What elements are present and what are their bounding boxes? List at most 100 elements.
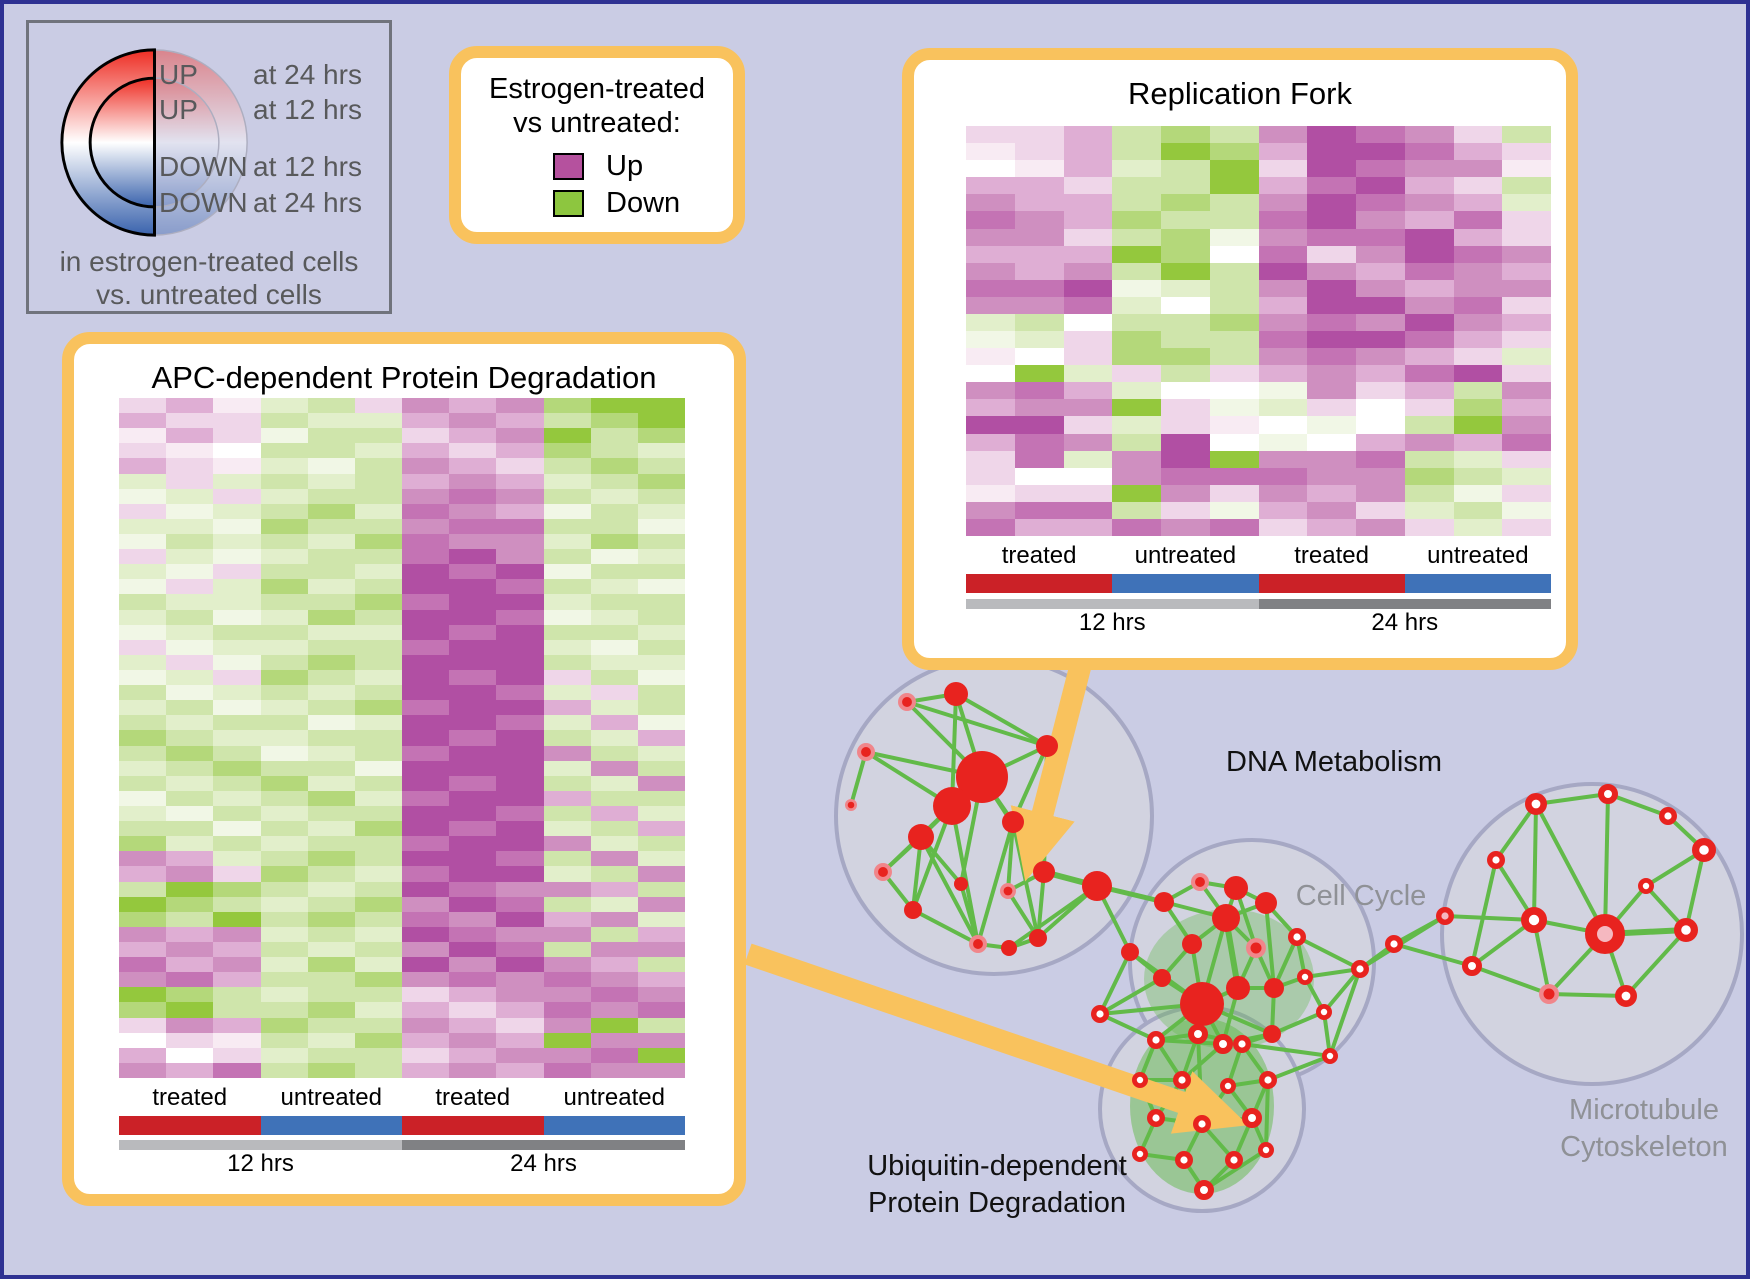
heatmap-cell bbox=[637, 941, 685, 958]
heatmap-cell bbox=[1453, 228, 1503, 246]
heatmap-cell bbox=[307, 564, 355, 580]
heatmap-cell bbox=[1063, 194, 1113, 212]
heatmap-cell bbox=[1209, 331, 1259, 349]
heatmap-cell bbox=[213, 1002, 261, 1018]
heatmap-cell bbox=[637, 533, 685, 550]
heatmap-cell bbox=[307, 775, 355, 791]
heatmap-cell bbox=[1453, 399, 1503, 417]
heatmap-cell bbox=[1502, 126, 1551, 144]
heatmap-cell bbox=[637, 821, 685, 837]
heatmap-cell bbox=[1307, 450, 1356, 468]
heatmap-cell bbox=[1112, 160, 1161, 178]
gene-node bbox=[944, 682, 968, 706]
heatmap-cell bbox=[637, 805, 685, 822]
network-edge bbox=[1241, 1042, 1331, 1058]
heatmap-cell bbox=[260, 398, 308, 414]
heatmap-cell bbox=[402, 926, 450, 942]
heatmap-cell bbox=[119, 398, 167, 414]
heatmap-cell bbox=[402, 987, 450, 1003]
heatmap-cell bbox=[1209, 382, 1259, 400]
heatmap-cell bbox=[307, 730, 355, 746]
heatmap-cell bbox=[166, 957, 214, 973]
gene-node-open bbox=[1673, 917, 1698, 942]
heatmap-cell bbox=[402, 896, 450, 912]
heatmap-cell bbox=[543, 579, 591, 595]
heatmap-cell bbox=[307, 896, 355, 912]
time-color-bar bbox=[966, 599, 1551, 609]
heatmap-cell bbox=[119, 639, 167, 655]
heatmap-cell bbox=[307, 851, 355, 867]
time-label: 24 hrs bbox=[1371, 609, 1439, 636]
heatmap-cell bbox=[449, 473, 497, 489]
heatmap-cell bbox=[1112, 279, 1161, 297]
heatmap-cell bbox=[1453, 143, 1503, 161]
heatmap-cell bbox=[1453, 433, 1503, 451]
heatmap-cell bbox=[213, 715, 261, 731]
heatmap-cell bbox=[354, 398, 402, 414]
heatmap-cell bbox=[402, 775, 450, 791]
heatmap-cell bbox=[1258, 126, 1308, 144]
heatmap-cell bbox=[449, 458, 497, 474]
gene-node-open bbox=[1598, 784, 1618, 804]
heatmap-cell bbox=[354, 775, 402, 791]
heatmap-cell bbox=[119, 624, 167, 640]
heatmap-cell bbox=[354, 473, 402, 489]
heatmap-cell bbox=[354, 579, 402, 595]
network-edge bbox=[1684, 849, 1706, 931]
heatmap-cell bbox=[402, 760, 450, 776]
treatment-color-bar bbox=[966, 574, 1551, 593]
heatmap-cell bbox=[213, 941, 261, 958]
heatmap-cell bbox=[1404, 450, 1454, 468]
heatmap-cell bbox=[496, 685, 544, 701]
heatmap-cell bbox=[637, 730, 685, 746]
heatmap-cell bbox=[119, 654, 167, 670]
heatmap-cell bbox=[260, 624, 308, 640]
heatmap-cell bbox=[260, 458, 308, 474]
heatmap-cell bbox=[637, 1062, 685, 1078]
gene-node-open bbox=[1090, 1005, 1109, 1024]
heatmap-cell bbox=[637, 972, 685, 988]
heatmap-cell bbox=[1014, 331, 1064, 349]
gene-node-core bbox=[861, 747, 871, 757]
heatmap-cell bbox=[1014, 348, 1064, 366]
heatmap-cell bbox=[1356, 501, 1405, 519]
heatmap-cell bbox=[354, 987, 402, 1003]
heatmap-cell bbox=[402, 805, 450, 822]
heatmap-cell bbox=[354, 972, 402, 988]
heatmap-cell bbox=[119, 518, 167, 534]
heatmap-cell bbox=[354, 790, 402, 806]
heatmap-cell bbox=[1063, 279, 1113, 297]
heatmap-cell bbox=[1307, 160, 1356, 178]
heatmap-cell bbox=[543, 488, 591, 504]
heatmap-cell bbox=[119, 685, 167, 701]
heatmap-cell bbox=[260, 685, 308, 701]
heatmap-cell bbox=[402, 503, 450, 519]
heatmap-cell bbox=[307, 911, 355, 927]
heatmap-cell bbox=[543, 518, 591, 534]
network-edge bbox=[1271, 1010, 1325, 1036]
gene-node-open bbox=[1192, 1114, 1211, 1133]
heatmap-cell bbox=[449, 821, 497, 837]
network-edge bbox=[919, 836, 980, 945]
heatmap-cell bbox=[496, 1017, 544, 1033]
heatmap-cell bbox=[1161, 484, 1210, 502]
heatmap-cell bbox=[1112, 484, 1161, 502]
updown-circle-icon bbox=[60, 48, 248, 237]
heatmap-cell bbox=[119, 443, 167, 459]
heatmap-cell bbox=[354, 685, 402, 701]
heatmap-cell bbox=[1209, 365, 1259, 383]
heatmap-cell bbox=[590, 428, 638, 444]
heatmap-cell bbox=[1307, 433, 1356, 451]
gene-node-open bbox=[1232, 1034, 1251, 1053]
heatmap-cell bbox=[402, 1032, 450, 1048]
heatmap-cell bbox=[637, 1047, 685, 1063]
heatmap-cell bbox=[449, 866, 497, 882]
heatmap-cell bbox=[1356, 348, 1405, 366]
network-edge bbox=[1471, 964, 1550, 996]
heatmap-cell bbox=[449, 775, 497, 791]
heatmap-cell bbox=[543, 428, 591, 444]
heatmap-cell bbox=[119, 836, 167, 852]
heatmap-cell bbox=[1502, 518, 1551, 536]
heatmap-cell bbox=[1453, 331, 1503, 349]
heatmap-cell bbox=[119, 533, 167, 550]
